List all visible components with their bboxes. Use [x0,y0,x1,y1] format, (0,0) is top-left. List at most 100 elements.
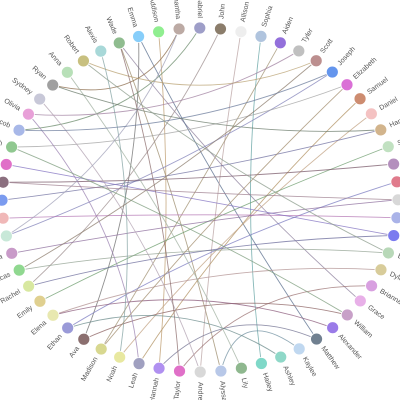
node-24[interactable] [365,279,378,293]
node-27[interactable] [326,321,340,335]
node-38[interactable] [113,350,127,364]
edge-26 [179,285,372,372]
node-56[interactable] [46,78,60,92]
node-label-56: Ryan [31,65,48,81]
node-13[interactable] [353,92,367,106]
node-12[interactable] [340,78,354,92]
node-25[interactable] [353,294,367,308]
edge-16 [119,113,372,358]
node-44[interactable] [22,279,36,293]
node-39[interactable] [94,342,108,356]
node-9[interactable] [292,44,306,58]
edge-28 [52,299,333,329]
node-50[interactable] [0,175,10,189]
node-43[interactable] [33,294,47,308]
edge-25 [52,267,381,316]
node-11[interactable] [325,65,339,79]
node-15[interactable] [374,123,388,137]
node-18[interactable] [390,175,400,189]
node-16[interactable] [381,140,395,154]
node-34[interactable] [193,365,207,379]
edge-14 [11,84,348,148]
node-4[interactable] [193,21,207,35]
node-label-24: Brianna [378,288,400,306]
node-32[interactable] [234,361,248,375]
node-58[interactable] [77,54,90,68]
node-40[interactable] [77,332,91,346]
node-2[interactable] [152,25,166,39]
node-17[interactable] [387,157,400,171]
node-51[interactable] [0,158,13,171]
node-5[interactable] [214,22,227,36]
node-21[interactable] [387,229,400,242]
node-22[interactable] [381,246,395,260]
edge-45 [83,60,389,254]
node-label-5: John [218,3,227,19]
node-label-27: Alexander [336,333,363,362]
node-23[interactable] [374,263,388,277]
node-57[interactable] [60,65,74,79]
node-7[interactable] [254,29,268,43]
node-label-30: Ashley [281,365,296,387]
node-label-1: Emma [126,7,139,28]
node-label-25: Grace [366,304,386,321]
node-54[interactable] [22,107,35,121]
node-19[interactable] [391,193,400,207]
edge-41 [3,181,399,201]
node-label-37: Leah [128,372,139,389]
node-31[interactable] [254,357,268,370]
node-label-53: Jacob [0,116,11,130]
node-48[interactable] [0,211,10,225]
node-label-58: Robert [62,34,80,55]
edge-11 [28,50,300,116]
node-36[interactable] [152,361,166,375]
node-label-23: Dylan [389,271,400,285]
edge-19 [3,163,394,183]
node-label-8: Aiden [282,16,296,35]
node-45[interactable] [12,263,26,277]
node-8[interactable] [273,36,287,50]
node-10[interactable] [309,54,323,68]
node-1[interactable] [132,30,146,43]
edge-13 [6,71,333,237]
node-53[interactable] [12,123,26,137]
edge-7 [28,28,221,287]
node-46[interactable] [5,246,19,260]
edge-18 [39,146,389,302]
node-41[interactable] [61,321,75,335]
edge-29 [158,324,317,369]
edge-1 [118,42,222,372]
node-label-35: Taylor [173,380,182,400]
node-30[interactable] [274,350,288,364]
node-59[interactable] [94,44,108,58]
node-29[interactable] [292,342,306,356]
edge-27 [83,302,348,340]
node-0[interactable] [112,36,126,50]
node-42[interactable] [46,308,60,322]
node-14[interactable] [364,107,378,121]
node-35[interactable] [173,364,186,378]
node-label-45: Lucas [0,271,12,285]
node-37[interactable] [132,357,146,371]
node-label-33: Alyssa [218,381,227,400]
node-label-6: Allison [240,1,251,23]
node-label-46: Mia [0,253,4,263]
node-26[interactable] [340,308,354,322]
node-label-59: Alexis [83,25,99,45]
node-49[interactable] [0,193,9,207]
node-label-9: Tyler [301,27,315,44]
node-label-2: Addison [147,0,159,23]
edge-10 [100,42,281,350]
node-6[interactable] [234,25,248,39]
node-20[interactable] [390,211,400,225]
node-33[interactable] [214,364,228,378]
edge-20 [67,181,398,329]
node-28[interactable] [310,332,323,346]
node-label-31: Hailey [261,372,274,393]
edge-6 [18,27,201,131]
node-3[interactable] [172,22,186,36]
node-52[interactable] [5,140,19,154]
node-55[interactable] [33,92,47,106]
node-label-14: Daniel [378,96,399,112]
node-47[interactable] [0,229,13,243]
